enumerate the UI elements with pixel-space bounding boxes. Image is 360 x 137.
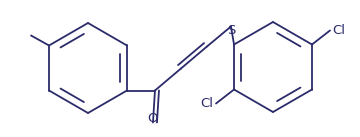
- Text: S: S: [227, 24, 235, 36]
- Text: O: O: [148, 112, 158, 125]
- Text: Cl: Cl: [200, 97, 213, 110]
- Text: Cl: Cl: [332, 24, 345, 37]
